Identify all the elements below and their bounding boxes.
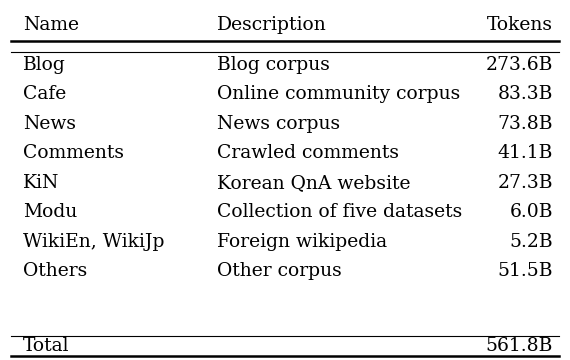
Text: Modu: Modu (23, 203, 77, 221)
Text: 41.1B: 41.1B (498, 144, 553, 162)
Text: Foreign wikipedia: Foreign wikipedia (217, 233, 386, 251)
Text: Online community corpus: Online community corpus (217, 85, 460, 103)
Text: News corpus: News corpus (217, 115, 340, 133)
Text: Comments: Comments (23, 144, 124, 162)
Text: 73.8B: 73.8B (498, 115, 553, 133)
Text: KiN: KiN (23, 174, 59, 192)
Text: Tokens: Tokens (487, 16, 553, 34)
Text: Name: Name (23, 16, 79, 34)
Text: 51.5B: 51.5B (498, 262, 553, 280)
Text: WikiEn, WikiJp: WikiEn, WikiJp (23, 233, 164, 251)
Text: Blog corpus: Blog corpus (217, 56, 329, 74)
Text: 27.3B: 27.3B (498, 174, 553, 192)
Text: 273.6B: 273.6B (486, 56, 553, 74)
Text: 5.2B: 5.2B (509, 233, 553, 251)
Text: Blog: Blog (23, 56, 66, 74)
Text: Cafe: Cafe (23, 85, 66, 103)
Text: Others: Others (23, 262, 87, 280)
Text: 561.8B: 561.8B (486, 337, 553, 355)
Text: Total: Total (23, 337, 70, 355)
Text: News: News (23, 115, 76, 133)
Text: Description: Description (217, 16, 327, 34)
Text: 83.3B: 83.3B (498, 85, 553, 103)
Text: Collection of five datasets: Collection of five datasets (217, 203, 462, 221)
Text: Other corpus: Other corpus (217, 262, 341, 280)
Text: Crawled comments: Crawled comments (217, 144, 398, 162)
Text: 6.0B: 6.0B (510, 203, 553, 221)
Text: Korean QnA website: Korean QnA website (217, 174, 410, 192)
